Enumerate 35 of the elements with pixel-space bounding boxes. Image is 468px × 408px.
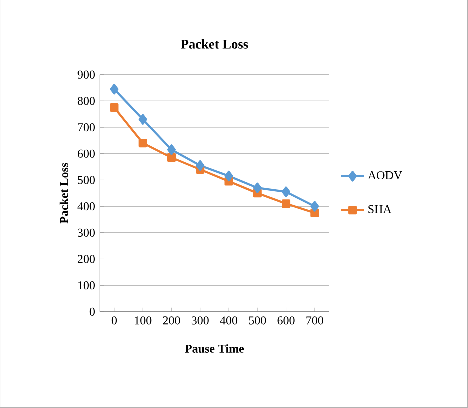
chart-title: Packet Loss <box>181 39 248 49</box>
x-tick-label: 200 <box>163 316 180 325</box>
x-axis-title: Pause Time <box>185 344 244 353</box>
x-tick-label: 300 <box>192 316 209 325</box>
y-tick-label: 200 <box>78 255 95 264</box>
point <box>138 139 148 148</box>
legend-label: SHA <box>368 205 392 214</box>
y-tick-label: 0 <box>90 308 95 316</box>
point <box>167 144 176 156</box>
y-tick-label: 600 <box>78 150 95 158</box>
point <box>138 114 148 125</box>
y-axis-title: Packet Loss <box>60 163 68 224</box>
y-tick-label: 700 <box>78 123 95 132</box>
point <box>167 154 176 162</box>
point <box>196 160 205 172</box>
point <box>224 170 234 182</box>
y-tick-label: 900 <box>78 70 95 79</box>
point <box>282 200 291 208</box>
y-tick-label: 500 <box>78 176 95 184</box>
x-tick-label: 700 <box>306 316 324 325</box>
y-tick-label: 100 <box>78 281 95 290</box>
y-tick-label: 300 <box>78 228 95 237</box>
y-tick-label: 800 <box>78 97 95 106</box>
x-tick-label: 500 <box>249 316 266 325</box>
legend-label: AODV <box>368 171 402 180</box>
x-tick-label: 0 <box>112 316 118 325</box>
point <box>110 103 119 112</box>
y-tick-label: 400 <box>78 202 95 211</box>
point <box>253 182 262 194</box>
point <box>282 186 291 198</box>
point <box>110 84 119 95</box>
x-tick-label: 100 <box>135 316 152 325</box>
x-tick-label: 400 <box>220 316 238 325</box>
x-tick-label: 600 <box>278 316 295 325</box>
point <box>310 201 320 212</box>
